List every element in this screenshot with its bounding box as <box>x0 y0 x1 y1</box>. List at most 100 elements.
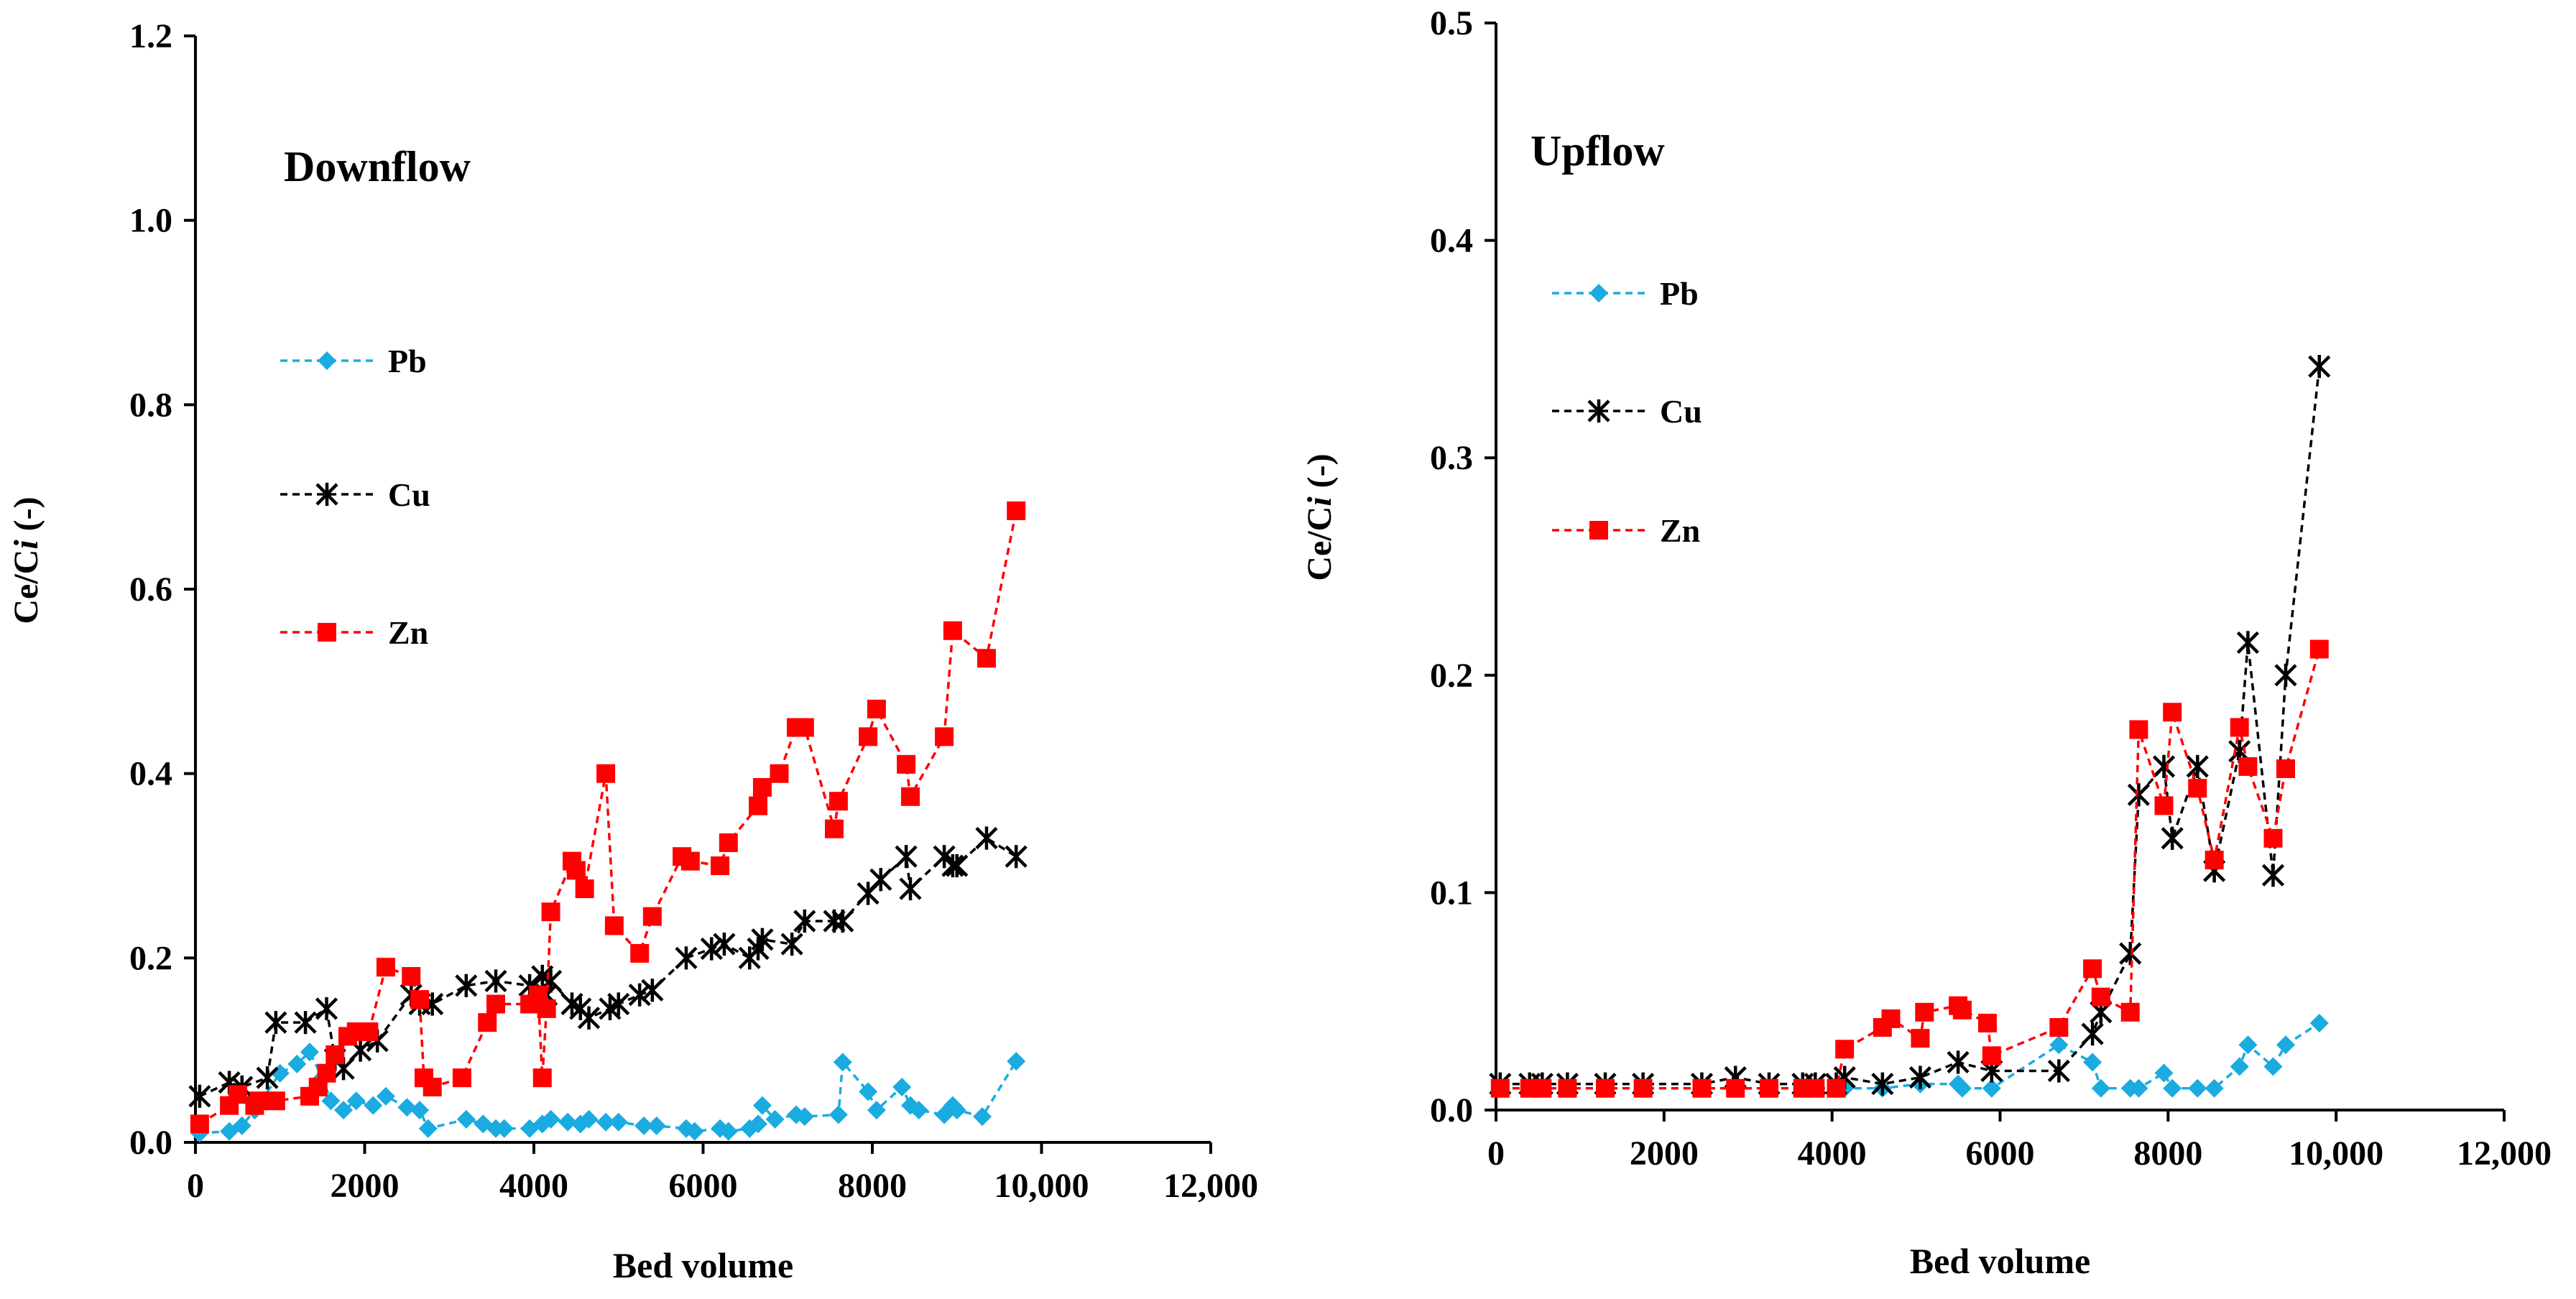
downflow-x-tick-label: 8000 <box>838 1167 907 1205</box>
downflow-zn-point <box>541 902 560 922</box>
downflow-x-axis-title: Bed volume <box>613 1245 793 1285</box>
upflow-zn-point <box>1806 1078 1825 1098</box>
upflow-cu-point <box>2274 663 2297 687</box>
downflow-cu-point <box>899 877 922 901</box>
upflow-zn-point <box>2205 851 2224 870</box>
upflow-y-tick-label: 0.5 <box>1430 4 1473 42</box>
downflow-pb-point <box>1007 1052 1026 1071</box>
downflow-zn-point <box>828 792 848 811</box>
downflow-pb-point <box>752 1096 772 1115</box>
downflow-x-tick-label: 12,000 <box>1163 1167 1258 1205</box>
downflow-zn-point <box>326 1045 345 1065</box>
upflow-x-tick-label: 0 <box>1487 1134 1505 1173</box>
downflow-pb-point <box>287 1054 307 1073</box>
upflow-pb-point <box>2049 1035 2069 1055</box>
downflow-cu-point <box>577 1006 601 1030</box>
downflow-zn-point <box>680 851 700 871</box>
downflow-legend-marker <box>318 623 336 642</box>
upflow-pb-point <box>1982 1078 2001 1098</box>
downflow-y-tick-label: 0.4 <box>129 755 172 793</box>
downflow-y-tick-label: 0.8 <box>129 386 172 424</box>
downflow-zn-point <box>190 1114 209 1134</box>
downflow-pb-point <box>376 1086 395 1106</box>
upflow-cu-point <box>1871 1072 1894 1096</box>
downflow-cu-point <box>780 932 803 956</box>
downflow-pb-point <box>795 1107 814 1127</box>
downflow-cu-point <box>975 826 998 850</box>
downflow-zn-point <box>376 958 395 977</box>
upflow-zn-point <box>2238 757 2258 776</box>
upflow-cu-point <box>2152 754 2176 778</box>
downflow-y-tick-label: 0.6 <box>129 570 172 609</box>
downflow-x-tick-label: 10,000 <box>994 1167 1089 1205</box>
downflow-pb-line <box>199 1050 1017 1134</box>
downflow-pb-point <box>647 1116 666 1135</box>
upflow-legend-label: Zn <box>1660 512 1700 549</box>
upflow-y-tick-label: 0.4 <box>1430 222 1473 260</box>
upflow-zn-point <box>2188 779 2207 798</box>
downflow-cu-point <box>895 845 918 869</box>
downflow-zn-point <box>410 990 430 1009</box>
upflow-zn-point <box>1595 1078 1615 1098</box>
upflow-y-axis-title: Ce/Ci (-) <box>1301 453 1339 581</box>
upflow-cu-point <box>1947 1050 1970 1074</box>
downflow-pb-point <box>867 1101 886 1120</box>
upflow-zn-point <box>1982 1046 2001 1065</box>
upflow-zn-point <box>1977 1013 1997 1032</box>
downflow-zn-point <box>537 999 556 1018</box>
downflow-legend-label: Zn <box>388 614 428 651</box>
downflow-y-tick-label: 0.2 <box>129 939 172 977</box>
upflow-zn-point <box>1915 1002 1934 1022</box>
downflow-x-tick-label: 0 <box>187 1167 204 1205</box>
upflow-legend-cu: Cu <box>1552 393 1702 430</box>
downflow-zn-point <box>566 861 586 880</box>
upflow-zn-point <box>1692 1078 1712 1098</box>
upflow-x-axis-title: Bed volume <box>1910 1241 2090 1281</box>
upflow-x-tick-label: 2000 <box>1630 1134 1699 1173</box>
downflow-legend-marker <box>315 482 338 507</box>
downflow-zn-point <box>1007 501 1026 520</box>
upflow-cu-point <box>2127 783 2151 807</box>
downflow-zn-point <box>228 1085 247 1104</box>
downflow-cu-point <box>628 983 651 1007</box>
downflow-cu-point <box>946 854 969 878</box>
upflow-cu-point <box>2261 864 2285 887</box>
upflow-pb-point <box>2309 1013 2329 1032</box>
downflow-pb-point <box>334 1101 354 1120</box>
upflow-zn-point <box>2263 828 2283 848</box>
downflow-zn-point <box>575 879 594 899</box>
downflow-zn-point <box>596 764 616 783</box>
upflow-zn-point <box>1633 1078 1653 1098</box>
upflow-zn-point <box>1726 1078 1745 1098</box>
upflow-zn-point <box>1490 1078 1510 1098</box>
downflow-zn-point <box>719 833 738 852</box>
upflow-pb-point <box>2276 1035 2296 1055</box>
upflow-legend-marker <box>1587 399 1610 423</box>
downflow-cu-point <box>455 974 478 997</box>
upflow-pb-point <box>2238 1035 2258 1055</box>
downflow-zn-point <box>266 1091 285 1111</box>
downflow-pb-point <box>456 1109 476 1129</box>
upflow-cu-point <box>2308 355 2331 379</box>
downflow-zn-point <box>249 1091 269 1111</box>
downflow-pb-point <box>765 1109 785 1129</box>
upflow-zn-point <box>1952 1000 1972 1020</box>
downflow-cu-point <box>751 928 774 951</box>
downflow-cu-point <box>484 969 507 993</box>
upflow-cu-point <box>1908 1065 1932 1089</box>
downflow-zn-point <box>770 764 789 783</box>
upflow-zn-point <box>1759 1078 1778 1098</box>
downflow-pb-point <box>634 1116 654 1135</box>
upflow-pb-point <box>2129 1078 2148 1098</box>
downflow-zn-point <box>630 943 650 963</box>
downflow-pb-point <box>596 1112 616 1132</box>
downflow-zn-point <box>795 718 814 737</box>
upflow-legend-label: Pb <box>1660 275 1699 312</box>
downflow-x-tick-label: 2000 <box>331 1167 400 1205</box>
downflow-y-tick-label: 1.0 <box>129 202 172 240</box>
downflow-zn-point <box>867 699 886 718</box>
upflow-zn-point <box>1911 1029 1930 1048</box>
upflow-x-tick-label: 4000 <box>1798 1134 1867 1173</box>
upflow-zn-point <box>1533 1078 1552 1098</box>
